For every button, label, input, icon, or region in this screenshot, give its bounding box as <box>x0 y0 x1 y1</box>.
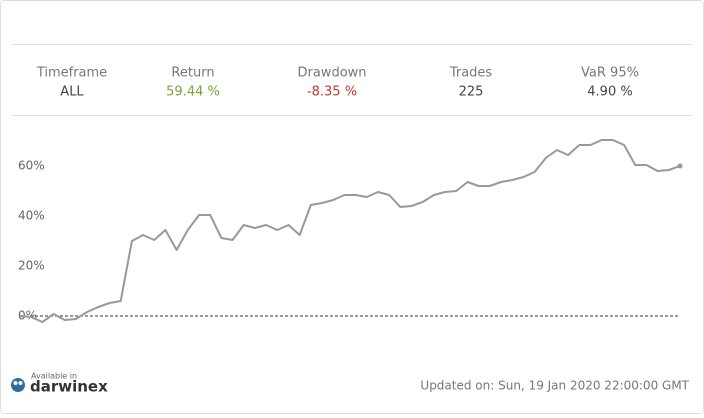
darwinex-logo: Available in darwinex <box>11 372 108 396</box>
available-text: Available in <box>31 372 77 381</box>
stat-value: 225 <box>459 85 484 100</box>
stat-value: ALL <box>60 85 84 100</box>
brand-text: darwinex <box>30 378 108 396</box>
stat-label: VaR 95% <box>581 66 639 81</box>
stat-value: 4.90 % <box>587 85 632 100</box>
stat-value: -8.35 % <box>307 85 357 100</box>
end-point <box>677 163 683 169</box>
y-tick-label: 40% <box>18 209 45 223</box>
stat-label: Return <box>171 66 214 81</box>
stat-label: Trades <box>449 66 493 81</box>
y-tick-label: 60% <box>18 159 45 173</box>
stat-label: Timeframe <box>36 66 107 81</box>
stat-label: Drawdown <box>297 66 366 81</box>
y-tick-label: 20% <box>18 259 45 273</box>
line-series <box>19 139 681 323</box>
updated-text: Updated on: Sun, 19 Jan 2020 22:00:00 GM… <box>420 379 689 393</box>
stat-value: 59.44 % <box>166 85 220 100</box>
